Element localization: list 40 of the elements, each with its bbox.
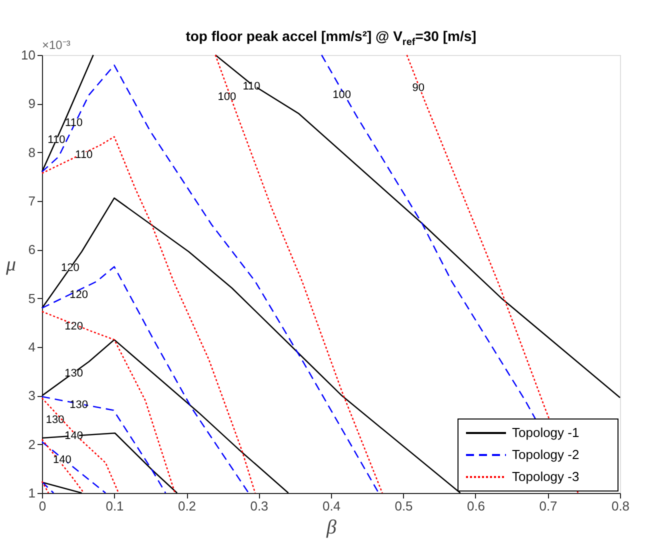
annotation: 140 <box>64 430 83 442</box>
annotation: 100 <box>218 90 236 103</box>
annotation: 110 <box>75 148 93 161</box>
annotation: 120 <box>70 288 88 301</box>
x-tick-label: 0.4 <box>322 498 341 514</box>
legend-label: Topology -1 <box>512 425 580 440</box>
annotation: 90 <box>412 82 425 94</box>
annotation: 110 <box>242 80 260 93</box>
annotation: 110 <box>48 134 66 146</box>
y-tick-label: 9 <box>28 96 36 112</box>
legend-label: Topology -3 <box>512 469 580 484</box>
x-tick-label: 0.2 <box>178 498 196 514</box>
annotation: 120 <box>64 320 83 333</box>
annotation: 110 <box>65 117 83 130</box>
annotation: 100 <box>332 88 352 101</box>
legend-label: Topology -2 <box>512 447 580 462</box>
annotation: 130 <box>70 398 88 411</box>
y-tick-label: 5 <box>28 290 36 306</box>
x-tick-label: 0 <box>38 498 46 514</box>
text: ×10⁻³ <box>42 38 70 52</box>
annotation: 120 <box>61 262 80 274</box>
annotation: 130 <box>64 367 83 380</box>
y-tick-label: 7 <box>28 194 36 208</box>
y-tick-label: 6 <box>28 242 36 258</box>
x-tick-label: 0.1 <box>106 498 124 514</box>
annotation: 140 <box>53 454 72 466</box>
y-tick-label: 1 <box>28 486 36 500</box>
y-tick-label: 8 <box>28 144 36 160</box>
x-axis-title: β <box>326 516 337 538</box>
x-tick-label: 0.7 <box>539 498 558 514</box>
x-tick-label: 0.5 <box>394 498 413 514</box>
y-tick-label: 10 <box>21 48 36 62</box>
y-axis-title: μ <box>5 254 16 276</box>
annotation: 130 <box>46 414 64 426</box>
x-tick-label: 0.3 <box>250 498 268 514</box>
y-tick-label: 3 <box>28 388 36 404</box>
x-tick-label: 0.8 <box>611 498 630 514</box>
x-tick-label: 0.6 <box>466 498 486 514</box>
y-tick-label: 4 <box>28 340 36 354</box>
y-tick-label: 2 <box>28 436 36 452</box>
